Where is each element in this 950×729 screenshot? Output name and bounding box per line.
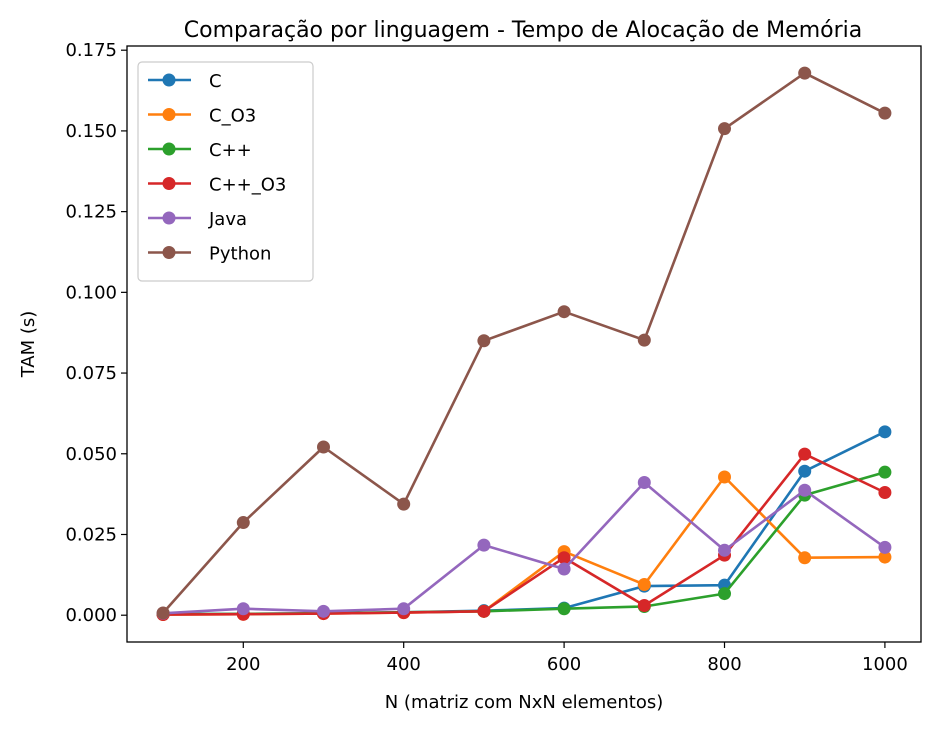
data-point-java [236, 602, 250, 616]
data-point-java [798, 483, 812, 497]
data-point-c-o3 [718, 470, 732, 484]
data-point-java [718, 543, 732, 557]
legend-box [137, 61, 314, 282]
y-tick-label: 0.025 [65, 524, 117, 545]
legend-label-c-o3: C_O3 [209, 106, 256, 127]
y-tick-label: 0.050 [65, 444, 117, 465]
series-line-cpp-o3 [163, 452, 886, 616]
plot-area [156, 66, 892, 622]
y-axis: 0.000 0.025 0.050 0.075 0.100 0.125 0.150 0.175 [65, 40, 127, 626]
legend-label-c: C [209, 71, 222, 92]
data-point-java [397, 602, 411, 616]
data-point-java [316, 604, 330, 618]
y-tick-label: 0.100 [65, 282, 117, 303]
data-point-cpp-o3 [798, 447, 812, 461]
axes-frame [126, 45, 922, 643]
legend-marker-c [162, 73, 176, 87]
data-point-c-o3 [878, 550, 892, 564]
legend-label-cpp: C++ [209, 140, 252, 161]
data-point-python [557, 305, 571, 319]
data-point-python [878, 106, 892, 120]
x-tick-label: 400 [387, 654, 421, 675]
data-point-python [236, 516, 250, 530]
data-point-java [557, 562, 571, 576]
legend-marker-cpp-o3 [162, 177, 176, 190]
y-tick-label: 0.150 [65, 121, 117, 142]
data-point-cpp-o3 [637, 599, 651, 613]
x-tick-label: 200 [226, 654, 260, 675]
legend: C C_O3 C++ C++_O3 Java Python [137, 61, 314, 282]
data-point-cpp [557, 602, 571, 616]
y-tick-label: 0.175 [65, 40, 117, 61]
data-point-cpp-o3 [477, 604, 491, 618]
data-point-cpp-o3 [878, 486, 892, 500]
data-point-c-o3 [637, 578, 651, 592]
series-line-python [162, 71, 886, 614]
data-point-java [637, 476, 651, 490]
y-tick-label: 0.075 [65, 363, 117, 384]
series-java [156, 476, 892, 620]
y-tick-label: 0.125 [65, 202, 117, 223]
data-point-python [798, 66, 812, 80]
legend-marker-java [162, 211, 176, 225]
data-point-c [878, 425, 892, 439]
series-line-java [163, 481, 886, 615]
data-point-python [156, 606, 170, 620]
legend-marker-c-o3 [162, 108, 176, 121]
legend-label-java: Java [208, 209, 247, 230]
y-tick-label: 0.000 [65, 605, 117, 626]
x-axis: 200 400 600 800 1000 [226, 642, 908, 675]
x-axis-label: N (matriz com NxN elementos) [385, 692, 664, 713]
data-point-python [637, 333, 651, 347]
data-point-java [878, 540, 892, 554]
data-point-cpp [718, 587, 732, 601]
data-point-cpp-o3 [557, 551, 571, 565]
series-python [156, 66, 892, 620]
data-point-python [477, 334, 491, 348]
x-tick-label: 1000 [862, 654, 908, 675]
chart-title: Comparação por linguagem - Tempo de Aloc… [184, 18, 862, 43]
x-tick-label: 800 [707, 654, 741, 675]
legend-marker-cpp [162, 142, 176, 156]
data-point-c [798, 464, 812, 478]
y-axis-label: TAM (s) [18, 311, 39, 379]
data-point-python [718, 122, 732, 136]
data-point-java [477, 538, 491, 552]
legend-marker-python [162, 246, 176, 259]
legend-label-cpp-o3: C++_O3 [209, 175, 286, 196]
x-tick-label: 600 [547, 654, 581, 675]
legend-label-python: Python [209, 244, 271, 265]
data-point-python [316, 440, 330, 454]
data-point-python [397, 497, 411, 511]
data-point-c-o3 [798, 551, 812, 565]
data-point-cpp [878, 465, 892, 479]
